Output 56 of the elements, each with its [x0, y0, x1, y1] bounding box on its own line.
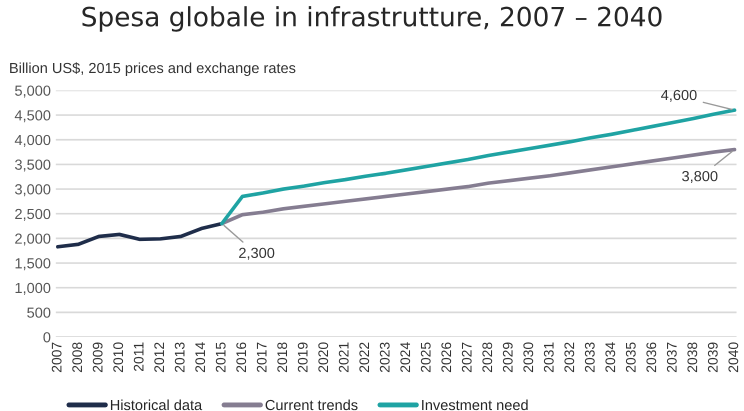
x-tick-label: 2020	[318, 342, 328, 372]
y-axis-title: Billion US$, 2015 prices and exchange rates	[10, 62, 296, 76]
y-tick-label: 2,500	[15, 208, 50, 221]
x-tick-label: 2016	[236, 342, 246, 372]
y-tick-label: 1,000	[16, 282, 50, 295]
x-tick-label: 2027	[462, 342, 472, 372]
y-tick-label: 2,000	[15, 233, 50, 246]
annotation: 3,800	[682, 170, 718, 184]
y-tick-label: 4,500	[14, 110, 50, 122]
x-tick-label: 2024	[400, 342, 410, 372]
x-tick-label: 2017	[256, 342, 267, 372]
x-tick-label: 2030	[523, 342, 534, 372]
y-tick-label: 4,000	[14, 134, 50, 147]
x-tick-label: 2028	[482, 342, 492, 372]
x-tick-label: 2037	[666, 342, 677, 372]
x-tick-label: 2007	[52, 342, 62, 372]
x-tick-label: 2040	[728, 342, 738, 372]
x-tick-label: 2012	[154, 342, 164, 372]
x-tick-label: 2021	[338, 342, 349, 372]
legend-label: Historical data	[110, 399, 202, 410]
legend-label: Investment need	[422, 399, 528, 410]
x-tick-label: 2015	[216, 342, 226, 372]
x-tick-label: 2036	[646, 342, 656, 372]
x-tick-label: 2038	[687, 342, 698, 372]
y-tick-label: 3,000	[15, 184, 50, 196]
x-tick-label: 2010	[113, 342, 124, 372]
line-series	[220, 148, 736, 226]
x-tick-label: 2011	[134, 342, 144, 372]
x-tick-label: 2035	[626, 342, 636, 372]
y-tick-label: 1,500	[16, 258, 50, 270]
line-series	[220, 108, 736, 226]
x-tick-label: 2039	[708, 342, 718, 372]
x-tick-label: 2026	[441, 342, 452, 372]
x-tick-label: 2023	[380, 342, 390, 372]
annotation: 2,300	[239, 248, 274, 260]
y-tick-label: 0	[43, 332, 50, 342]
chart-title: Spesa globale in infrastrutture, 2007 – 2040	[82, 6, 662, 32]
y-tick-label: 5,000	[15, 86, 50, 98]
x-tick-label: 2009	[92, 342, 103, 372]
y-tick-label: 3,500	[15, 160, 50, 172]
x-tick-label: 2019	[298, 342, 308, 372]
x-tick-label: 2018	[277, 342, 288, 372]
x-tick-label: 2033	[584, 342, 595, 372]
x-tick-label: 2008	[72, 342, 82, 372]
legend-label: Current trends	[266, 399, 358, 410]
annotation: 4,600	[661, 90, 697, 102]
x-tick-label: 2013	[174, 342, 185, 372]
x-tick-label: 2022	[359, 342, 370, 372]
x-tick-label: 2034	[605, 342, 616, 372]
line-series	[56, 222, 224, 249]
x-tick-label: 2025	[420, 342, 431, 372]
y-tick-label: 500	[27, 307, 50, 318]
x-tick-label: 2014	[195, 342, 206, 372]
x-tick-label: 2032	[564, 342, 574, 372]
x-tick-label: 2029	[502, 342, 513, 372]
x-tick-label: 2031	[544, 342, 554, 372]
